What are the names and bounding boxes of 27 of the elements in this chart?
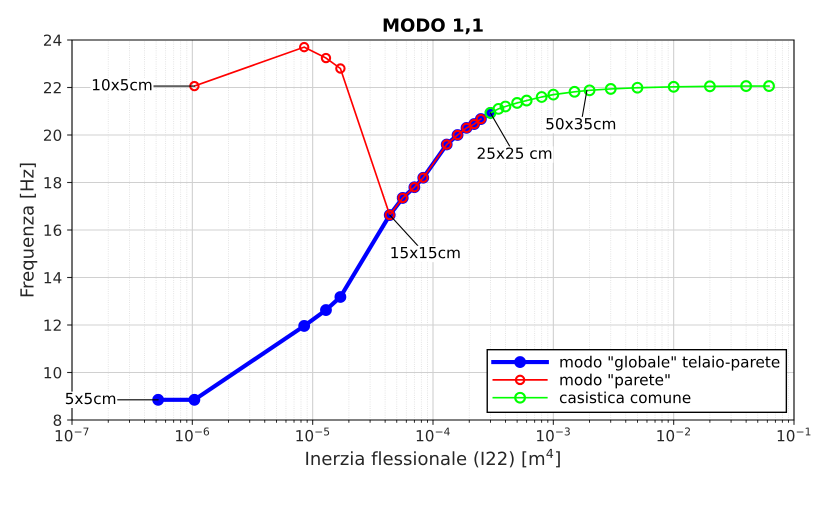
chart-title: MODO 1,1 — [384, 18, 483, 34]
y-tick-label: 22 — [44, 82, 61, 94]
legend-label: casistica comune — [560, 391, 690, 404]
annotation: 5x5cm — [66, 392, 116, 404]
y-tick-label: 8 — [54, 414, 62, 426]
x-tick-label: 10$^{−5}$ — [296, 428, 330, 442]
x-tick-label: 10$^{−2}$ — [657, 427, 690, 442]
y-tick-label: 18 — [44, 176, 62, 189]
x-axis-title: Inerzia flessionale (I22) [m$^{4}$] — [306, 448, 560, 468]
annotation: 50x35cm — [546, 118, 616, 130]
x-tick-label: 10$^{−1}$ — [778, 428, 810, 442]
x-tick-label: 10$^{−7}$ — [56, 428, 88, 442]
legend-label: modo "parete" — [560, 374, 670, 388]
y-tick-label: 24 — [44, 34, 62, 46]
legend-label: modo "globale" telaio-parete — [560, 356, 780, 371]
x-tick-label: 10$^{−4}$ — [416, 428, 450, 442]
y-tick-label: 12 — [44, 319, 61, 331]
annotation: 15x15cm — [391, 247, 460, 258]
x-tick-label: 10$^{−3}$ — [537, 427, 570, 442]
y-axis-title: Frequenza [Hz] — [20, 164, 38, 296]
y-tick-label: 16 — [44, 224, 62, 236]
y-tick-label: 20 — [44, 129, 62, 142]
y-tick-label: 10 — [44, 366, 62, 379]
y-tick-label: 14 — [44, 272, 62, 284]
annotation: 10x5cm — [92, 78, 152, 91]
x-tick-label: 10$^{−6}$ — [176, 427, 210, 442]
annotation: 25x25 cm — [478, 147, 552, 160]
